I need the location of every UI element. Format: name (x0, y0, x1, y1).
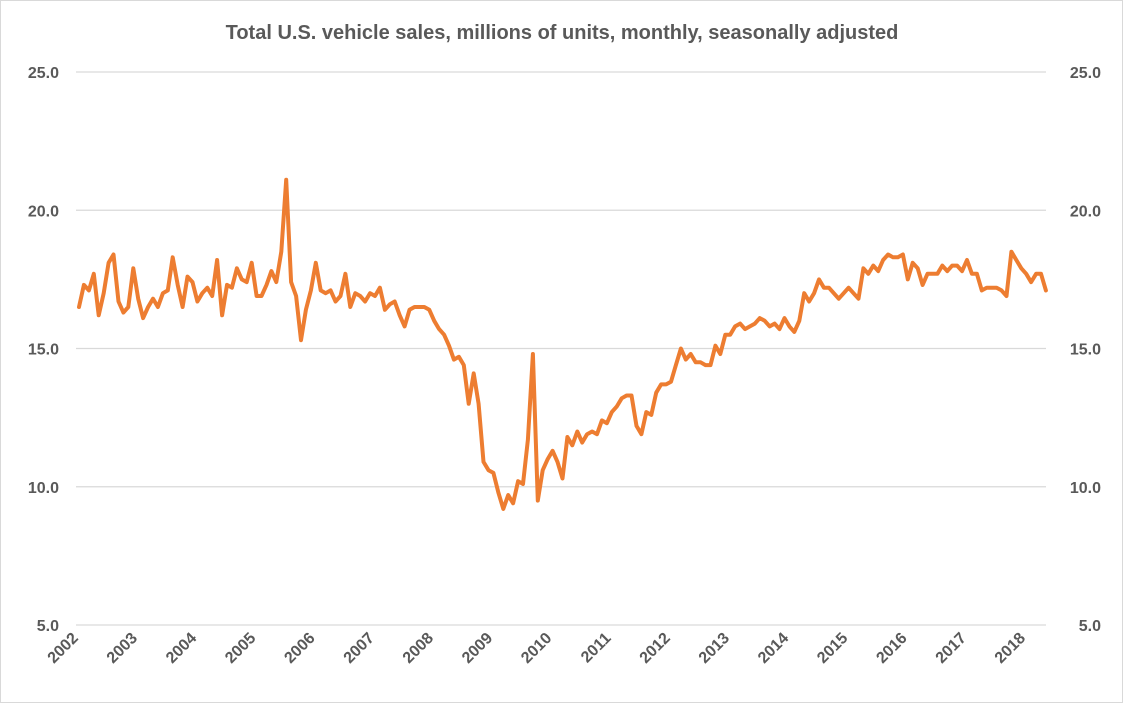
x-tick-label: 2011 (578, 630, 615, 667)
y-tick-label-right: 15.0 (1070, 342, 1101, 359)
x-tick-label: 2003 (104, 630, 141, 667)
gridlines (76, 71, 1046, 626)
y-tick-label-left: 20.0 (28, 203, 59, 220)
y-tick-label-right: 25.0 (1070, 65, 1101, 82)
x-tick-label: 2014 (755, 630, 792, 667)
y-tick-label-left: 5.0 (37, 618, 59, 635)
x-axis: 2002 2003 2004 2005 2006 2007 2008 2009 2010 2011… (45, 630, 1029, 667)
x-tick-label: 2012 (637, 630, 674, 667)
y-axis-left: 5.0 10.0 15.0 20.0 25.0 (28, 65, 59, 635)
x-tick-label: 2010 (518, 630, 555, 667)
x-tick-label: 2009 (459, 630, 496, 667)
y-tick-label-left: 10.0 (28, 480, 59, 497)
x-tick-label: 2013 (696, 630, 733, 667)
x-tick-label: 2008 (400, 630, 437, 667)
x-tick-label: 2015 (814, 630, 851, 667)
series-line-vehicle-sales (77, 177, 1048, 511)
x-tick-label: 2018 (992, 630, 1029, 667)
y-tick-label-right: 10.0 (1070, 480, 1101, 497)
x-tick-label: 2005 (222, 630, 259, 667)
x-tick-label: 2006 (281, 630, 318, 667)
x-tick-label: 2016 (873, 630, 910, 667)
x-tick-label: 2007 (341, 630, 378, 667)
x-tick-label: 2004 (163, 630, 200, 667)
y-tick-label-left: 25.0 (28, 65, 59, 82)
y-tick-label-right: 5.0 (1079, 618, 1101, 635)
x-tick-label: 2017 (933, 630, 970, 667)
chart-title: Total U.S. vehicle sales, millions of un… (226, 22, 899, 44)
y-axis-right: 5.0 10.0 15.0 20.0 25.0 (1070, 65, 1101, 635)
x-tick-label: 2002 (45, 630, 82, 667)
series-layer (77, 177, 1048, 511)
y-tick-label-right: 20.0 (1070, 203, 1101, 220)
y-tick-label-left: 15.0 (28, 342, 59, 359)
